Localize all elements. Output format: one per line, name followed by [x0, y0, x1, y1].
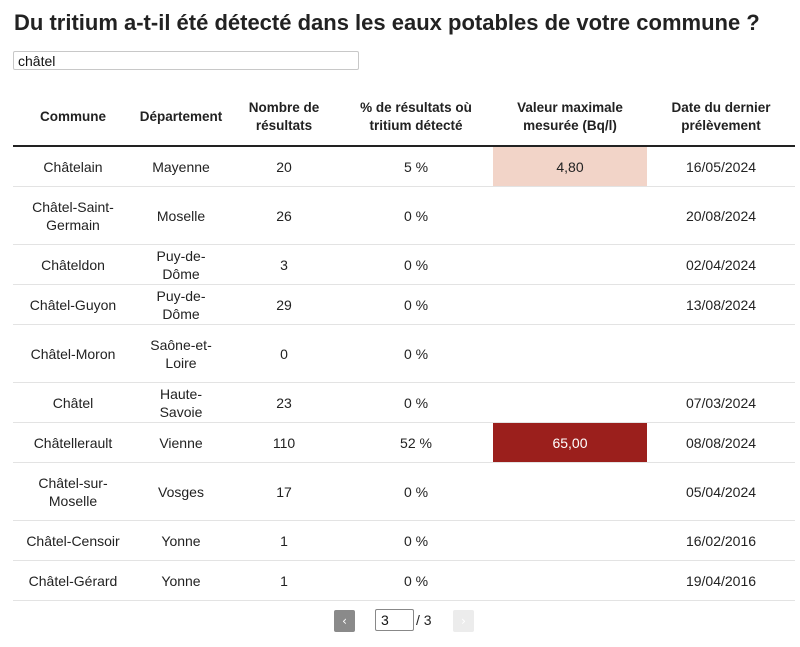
cell-pct: 0 %	[339, 186, 493, 245]
cell-departement: Mayenne	[133, 146, 229, 187]
cell-departement: Vienne	[133, 422, 229, 463]
cell-commune: Châtel-sur-Moselle	[13, 462, 133, 521]
cell-max-value	[493, 560, 647, 601]
table-row: Châtel-Saint-Germain Moselle 26 0 % 20/0…	[13, 186, 795, 245]
cell-max-value	[493, 324, 647, 383]
table-row: Châtel-Moron Saône-et-Loire 0 0 %	[13, 324, 795, 383]
cell-date: 08/08/2024	[647, 422, 795, 463]
cell-date: 05/04/2024	[647, 462, 795, 521]
cell-departement: Saône-et-Loire	[133, 324, 229, 383]
table-row: Châtel-sur-Moselle Vosges 17 0 % 05/04/2…	[13, 462, 795, 521]
table-row: Châtel-Guyon Puy-de-Dôme 29 0 % 13/08/20…	[13, 284, 795, 325]
cell-commune: Châtel-Moron	[13, 324, 133, 383]
max-value-text: 65,00	[552, 434, 588, 451]
cell-date: 16/05/2024	[647, 146, 795, 187]
cell-max-value	[493, 244, 647, 285]
cell-departement: Vosges	[133, 462, 229, 521]
cell-pct: 0 %	[339, 324, 493, 383]
cell-date: 20/08/2024	[647, 186, 795, 245]
max-value-text: 4,80	[556, 158, 584, 175]
column-header-pct-detected[interactable]: % de résultats où tritium détecté	[339, 88, 493, 147]
cell-max-value: 4,80	[493, 146, 647, 187]
cell-nombre: 0	[229, 324, 339, 383]
cell-nombre: 17	[229, 462, 339, 521]
cell-max-value	[493, 382, 647, 423]
cell-nombre: 1	[229, 560, 339, 601]
cell-departement: Yonne	[133, 520, 229, 561]
cell-nombre: 110	[229, 422, 339, 463]
cell-departement: Moselle	[133, 186, 229, 245]
page-number-input[interactable]	[375, 609, 414, 631]
cell-max-value: 65,00	[493, 422, 647, 463]
cell-pct: 0 %	[339, 462, 493, 521]
table-row: Châtelain Mayenne 20 5 % 4,80 16/05/2024	[13, 146, 795, 187]
cell-commune: Châtel-Gérard	[13, 560, 133, 601]
results-table: Commune Département Nombre de résultats …	[13, 88, 795, 601]
cell-date: 07/03/2024	[647, 382, 795, 423]
cell-max-value	[493, 520, 647, 561]
table-header: Commune Département Nombre de résultats …	[13, 88, 795, 147]
cell-departement: Yonne	[133, 560, 229, 601]
column-header-last-date[interactable]: Date du dernier prélèvement	[647, 88, 795, 147]
chevron-left-icon: ‹	[342, 614, 347, 628]
table-row: Châtellerault Vienne 110 52 % 65,00 08/0…	[13, 422, 795, 463]
table-body: Châtelain Mayenne 20 5 % 4,80 16/05/2024…	[13, 146, 795, 601]
page-total: / 3	[416, 612, 432, 628]
cell-date: 16/02/2016	[647, 520, 795, 561]
cell-commune: Châtel-Censoir	[13, 520, 133, 561]
cell-commune: Châtel-Saint-Germain	[13, 186, 133, 245]
cell-pct: 0 %	[339, 382, 493, 423]
cell-max-value	[493, 284, 647, 325]
pagination: ‹ / 3 ›	[0, 609, 800, 633]
column-header-commune[interactable]: Commune	[13, 88, 133, 147]
search-input[interactable]	[13, 51, 359, 70]
previous-page-button[interactable]: ‹	[334, 610, 355, 632]
cell-pct: 0 %	[339, 244, 493, 285]
table-row: Châtel Haute-Savoie 23 0 % 07/03/2024	[13, 382, 795, 423]
cell-pct: 0 %	[339, 560, 493, 601]
cell-commune: Châtel	[13, 382, 133, 423]
next-page-button[interactable]: ›	[453, 610, 474, 632]
column-header-departement[interactable]: Département	[133, 88, 229, 147]
cell-commune: Châtel-Guyon	[13, 284, 133, 325]
cell-pct: 52 %	[339, 422, 493, 463]
cell-max-value	[493, 462, 647, 521]
cell-pct: 0 %	[339, 284, 493, 325]
cell-date: 13/08/2024	[647, 284, 795, 325]
table-row: Châtel-Gérard Yonne 1 0 % 19/04/2016	[13, 560, 795, 601]
cell-pct: 5 %	[339, 146, 493, 187]
cell-date: 02/04/2024	[647, 244, 795, 285]
cell-nombre: 20	[229, 146, 339, 187]
cell-commune: Châteldon	[13, 244, 133, 285]
cell-max-value	[493, 186, 647, 245]
table-header-row: Commune Département Nombre de résultats …	[13, 88, 795, 147]
cell-nombre: 1	[229, 520, 339, 561]
cell-departement: Haute-Savoie	[133, 382, 229, 423]
page-title: Du tritium a-t-il été détecté dans les e…	[14, 10, 760, 35]
column-header-nombre[interactable]: Nombre de résultats	[229, 88, 339, 147]
cell-departement: Puy-de-Dôme	[133, 284, 229, 325]
chevron-right-icon: ›	[461, 614, 466, 628]
cell-commune: Châtelain	[13, 146, 133, 187]
cell-nombre: 23	[229, 382, 339, 423]
cell-nombre: 3	[229, 244, 339, 285]
cell-pct: 0 %	[339, 520, 493, 561]
cell-date: 19/04/2016	[647, 560, 795, 601]
cell-departement: Puy-de-Dôme	[133, 244, 229, 285]
table-row: Châteldon Puy-de-Dôme 3 0 % 02/04/2024	[13, 244, 795, 285]
column-header-max-value[interactable]: Valeur maximale mesurée (Bq/l)	[493, 88, 647, 147]
table-row: Châtel-Censoir Yonne 1 0 % 16/02/2016	[13, 520, 795, 561]
cell-commune: Châtellerault	[13, 422, 133, 463]
cell-nombre: 29	[229, 284, 339, 325]
cell-date	[647, 324, 795, 383]
cell-nombre: 26	[229, 186, 339, 245]
